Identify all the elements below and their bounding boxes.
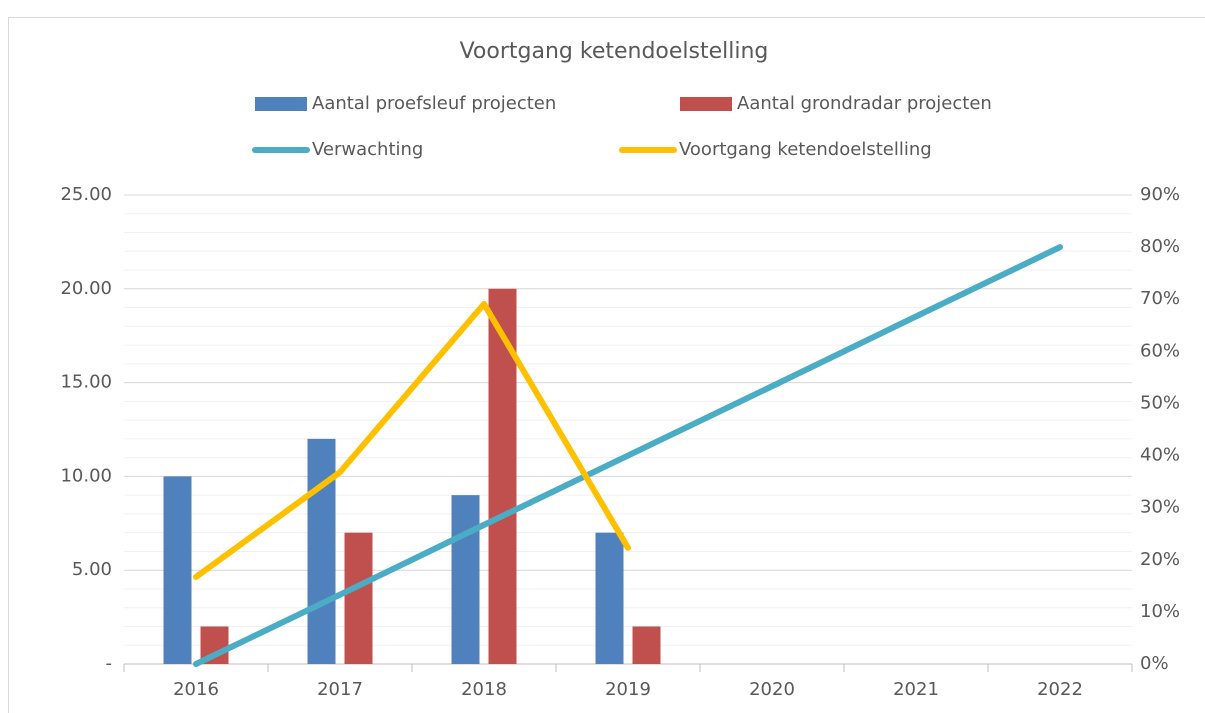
y-tick-label: -: [106, 653, 113, 674]
line-series: [193, 244, 1063, 667]
y2-tick-label: 40%: [1140, 445, 1180, 466]
chart-title: Voortgang ketendoelstelling: [460, 39, 769, 64]
x-tick-label: 2020: [749, 679, 795, 700]
y2-tick-label: 60%: [1140, 340, 1180, 361]
y-tick-label: 10.00: [60, 465, 112, 486]
legend-label: Aantal grondradar projecten: [737, 93, 992, 114]
y2-tick-label: 0%: [1140, 653, 1169, 674]
y-tick-label: 5.00: [72, 559, 112, 580]
legend-swatch: [255, 97, 307, 111]
x-tick-label: 2019: [605, 679, 651, 700]
y2-tick-label: 10%: [1140, 601, 1180, 622]
x-tick-label: 2018: [461, 679, 507, 700]
y2-tick-label: 90%: [1140, 184, 1180, 205]
bar: [307, 438, 336, 664]
y2-tick-label: 20%: [1140, 549, 1180, 570]
x-tick-label: 2022: [1037, 679, 1083, 700]
bar: [595, 532, 624, 664]
chart-border: [8, 17, 1205, 713]
bar: [163, 476, 192, 664]
y2-tick-label: 50%: [1140, 392, 1180, 413]
bar: [632, 626, 661, 664]
x-tick-label: 2016: [173, 679, 219, 700]
y-tick-label: 20.00: [60, 278, 112, 299]
y-tick-label: 25.00: [60, 184, 112, 205]
bar: [344, 532, 373, 664]
legend-label: Voortgang ketendoelstelling: [679, 139, 932, 160]
y2-tick-label: 70%: [1140, 288, 1180, 309]
legend-label: Aantal proefsleuf projecten: [312, 93, 556, 114]
bar: [488, 288, 517, 664]
x-tick-label: 2021: [893, 679, 939, 700]
y2-tick-label: 80%: [1140, 236, 1180, 257]
y-tick-label: 15.00: [60, 372, 112, 393]
bar: [451, 495, 480, 664]
legend-label: Verwachting: [312, 139, 423, 160]
line-series: [193, 300, 631, 580]
legend-swatch: [680, 97, 732, 111]
y2-tick-label: 30%: [1140, 497, 1180, 518]
x-tick-label: 2017: [317, 679, 363, 700]
